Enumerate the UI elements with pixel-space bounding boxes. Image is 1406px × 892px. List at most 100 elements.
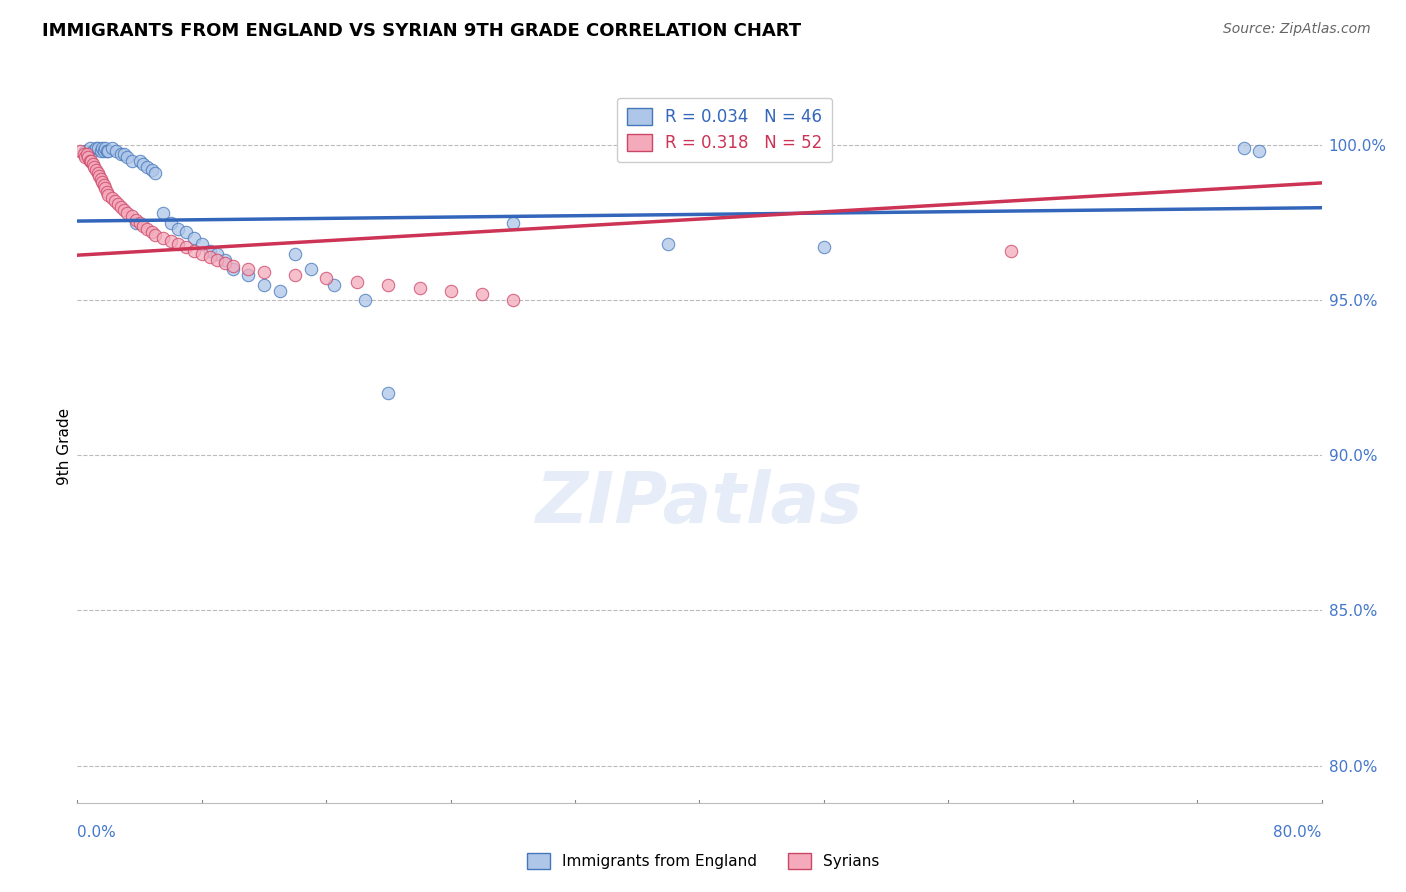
Point (323, 277, 346, 292)
Point (115, 206, 138, 220)
Point (198, 244, 221, 258)
Point (222, 262, 245, 277)
Point (93, 178, 115, 193)
Point (657, 237, 679, 252)
Point (167, 222, 190, 236)
Point (93, 145, 115, 159)
Point (214, 252, 236, 267)
Point (198, 250, 221, 264)
Point (131, 219, 153, 233)
Point (84, 162, 107, 177)
Point (152, 206, 174, 220)
Point (191, 237, 214, 252)
Point (86, 141, 108, 155)
Text: IMMIGRANTS FROM ENGLAND VS SYRIAN 9TH GRADE CORRELATION CHART: IMMIGRANTS FROM ENGLAND VS SYRIAN 9TH GR… (42, 22, 801, 40)
Point (97, 187, 120, 202)
Point (183, 231, 205, 245)
Point (90, 172, 112, 186)
Point (128, 216, 150, 230)
Point (91, 175, 114, 189)
Point (207, 252, 229, 267)
Point (284, 246, 307, 260)
Point (238, 268, 260, 283)
Point (79, 153, 101, 168)
Point (87, 169, 110, 183)
Point (315, 271, 337, 285)
Point (69, 145, 91, 159)
Point (121, 153, 143, 168)
Point (191, 246, 214, 260)
Point (214, 256, 236, 270)
Point (1233, 141, 1256, 155)
Point (174, 225, 197, 239)
Point (377, 277, 399, 292)
Point (110, 147, 132, 161)
Point (1249, 145, 1271, 159)
Point (94, 141, 117, 155)
Point (75, 145, 97, 159)
Point (440, 284, 463, 298)
Point (82, 156, 104, 170)
Y-axis label: 9th Grade: 9th Grade (56, 408, 72, 484)
Point (131, 156, 153, 170)
Point (125, 212, 148, 227)
Point (86, 166, 108, 180)
Point (813, 240, 835, 254)
Point (125, 216, 148, 230)
Point (104, 194, 127, 208)
Point (77, 151, 100, 165)
Point (79, 141, 101, 155)
Point (100, 191, 122, 205)
Point (502, 216, 524, 230)
Point (143, 227, 166, 242)
Point (136, 160, 159, 174)
Point (143, 166, 166, 180)
Point (110, 200, 132, 214)
Point (167, 237, 190, 252)
Point (152, 231, 174, 245)
Point (299, 262, 322, 277)
Point (222, 259, 245, 273)
Point (97, 145, 120, 159)
Point (72, 147, 94, 161)
Point (75, 151, 97, 165)
Point (377, 386, 399, 401)
Legend: R = 0.034   N = 46, R = 0.318   N = 52: R = 0.034 N = 46, R = 0.318 N = 52 (617, 97, 832, 162)
Point (112, 147, 135, 161)
Point (159, 216, 181, 230)
Point (91, 141, 114, 155)
Point (107, 197, 129, 211)
Text: ZIPatlas: ZIPatlas (536, 468, 863, 538)
Point (83, 160, 105, 174)
Point (183, 244, 205, 258)
Point (136, 222, 159, 236)
Point (76, 147, 98, 161)
Point (408, 281, 430, 295)
Point (238, 262, 260, 277)
Point (96, 185, 118, 199)
Text: Source: ZipAtlas.com: Source: ZipAtlas.com (1223, 22, 1371, 37)
Point (112, 203, 135, 218)
Point (346, 275, 368, 289)
Point (174, 240, 197, 254)
Point (80, 153, 103, 168)
Legend: Immigrants from England, Syrians: Immigrants from England, Syrians (520, 847, 886, 875)
Point (96, 145, 118, 159)
Point (253, 277, 276, 292)
Point (128, 153, 150, 168)
Point (159, 234, 181, 248)
Point (94, 181, 117, 195)
Point (207, 246, 229, 260)
Point (90, 145, 112, 159)
Point (1000, 244, 1022, 258)
Point (100, 141, 122, 155)
Point (115, 151, 138, 165)
Text: 0.0%: 0.0% (77, 825, 117, 840)
Point (105, 145, 128, 159)
Point (141, 225, 163, 239)
Point (121, 210, 143, 224)
Point (141, 162, 163, 177)
Point (84, 141, 107, 155)
Point (253, 265, 276, 279)
Point (471, 287, 494, 301)
